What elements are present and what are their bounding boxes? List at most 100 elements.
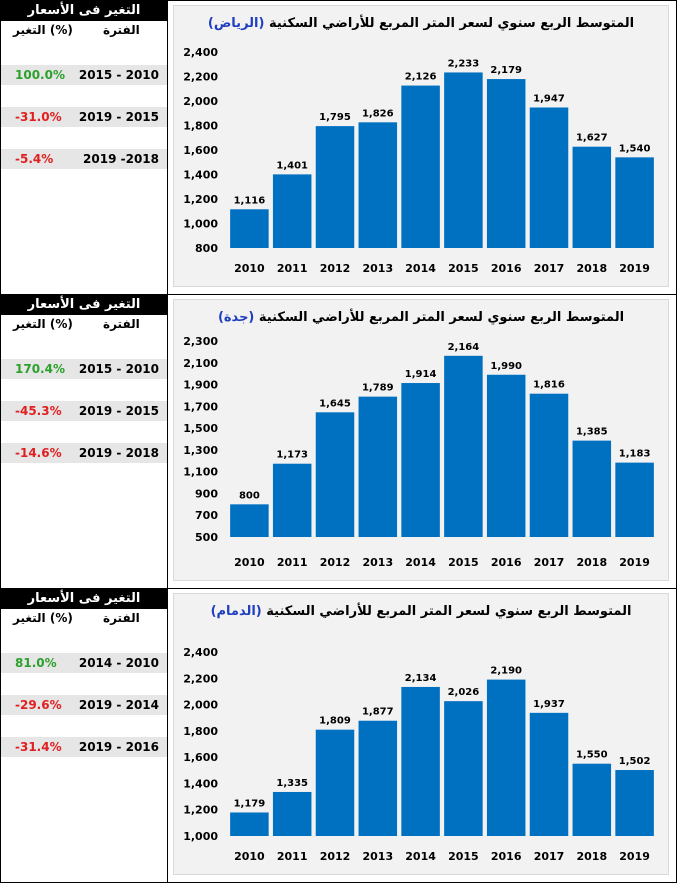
- change-period: 2019 - 2018: [78, 446, 159, 460]
- change-percent: -31.4%: [15, 740, 62, 754]
- data-label: 1,502: [619, 756, 651, 767]
- bar: [315, 412, 355, 537]
- x-tick-label: 2013: [362, 262, 393, 275]
- x-tick-label: 2017: [534, 556, 565, 569]
- x-tick-label: 2012: [320, 850, 351, 863]
- x-tick-label: 2011: [277, 850, 308, 863]
- bar: [272, 791, 312, 836]
- y-tick-label: 2,300: [183, 335, 218, 348]
- y-tick-label: 1,300: [183, 444, 218, 457]
- x-tick-label: 2012: [320, 556, 351, 569]
- chart-title-main: المتوسط الربع سنوي لسعر المتر المربع للأ…: [268, 16, 635, 31]
- x-tick-label: 2013: [362, 556, 393, 569]
- x-tick-label: 2018: [576, 262, 607, 275]
- change-period: 2015 - 2010: [78, 362, 159, 376]
- change-row: 170.4% 2015 - 2010: [1, 359, 167, 379]
- change-percent: -14.6%: [15, 446, 62, 460]
- x-tick-label: 2016: [491, 850, 522, 863]
- bar: [401, 686, 440, 836]
- y-tick-label: 2,400: [183, 46, 218, 59]
- price-change-panel: التغير فى الأسعار التغير (%) الفترة 170.…: [1, 295, 168, 588]
- data-label: 1,335: [276, 778, 308, 789]
- bar: [486, 679, 526, 836]
- chart-title-main: المتوسط الربع سنوي لسعر المتر المربع للأ…: [258, 310, 625, 325]
- change-row: -14.6% 2019 - 2018: [1, 443, 167, 463]
- change-percent: -29.6%: [15, 698, 62, 712]
- bar-chart: 1,000 1,200 1,400 1,600 1,800 2,000 2,200 2,400…: [183, 646, 654, 863]
- x-tick-label: 2014: [405, 850, 436, 863]
- x-tick-label: 2017: [534, 850, 565, 863]
- col-period-header: الفترة: [103, 23, 140, 37]
- col-change-header: التغير (%): [13, 317, 73, 331]
- bar: [529, 393, 569, 537]
- y-tick-label: 1,200: [183, 193, 218, 206]
- y-tick-label: 1,500: [183, 422, 218, 435]
- x-tick-label: 2011: [277, 262, 308, 275]
- x-tick-label: 2013: [362, 850, 393, 863]
- change-row: 100.0% 2015 - 2010: [1, 65, 167, 85]
- riyadh-section: التغير فى الأسعار التغير (%) الفترة 100.…: [0, 0, 677, 295]
- data-label: 2,164: [448, 342, 480, 353]
- bar: [486, 79, 526, 248]
- data-label: 800: [239, 490, 260, 501]
- panel-title: التغير فى الأسعار: [1, 1, 167, 21]
- bar: [529, 107, 569, 249]
- price-change-panel: التغير فى الأسعار التغير (%) الفترة 81.0…: [1, 589, 168, 882]
- bar-chart: 500 700 900 1,100 1,300 1,500 1,700 1,900 2,100 2…: [183, 335, 654, 569]
- bar: [572, 440, 612, 537]
- bar: [486, 374, 526, 537]
- y-tick-label: 1,600: [183, 144, 218, 157]
- price-change-panel: التغير فى الأسعار التغير (%) الفترة 100.…: [1, 1, 168, 294]
- change-percent: -31.0%: [15, 110, 62, 124]
- bar: [358, 720, 398, 836]
- y-tick-label: 700: [195, 509, 218, 522]
- bar: [572, 763, 612, 836]
- chart-title-city: (الرياض): [207, 16, 265, 31]
- bar: [444, 701, 483, 836]
- bar: [615, 770, 654, 836]
- y-tick-label: 1,000: [183, 218, 218, 231]
- change-percent: 81.0%: [15, 656, 57, 670]
- x-tick-label: 2018: [576, 556, 607, 569]
- col-change-header: التغير (%): [13, 611, 73, 625]
- bar: [444, 355, 483, 537]
- x-tick-label: 2015: [448, 262, 479, 275]
- y-tick-label: 900: [195, 487, 218, 500]
- chart-panel: المتوسط الربع سنوي لسعر المتر المربع للأ…: [173, 5, 669, 287]
- change-row: -45.3% 2019 - 2015: [1, 401, 167, 421]
- data-label: 2,134: [405, 673, 437, 684]
- x-tick-label: 2010: [234, 850, 265, 863]
- col-period-header: الفترة: [103, 317, 140, 331]
- data-label: 1,877: [362, 707, 394, 718]
- data-label: 1,826: [362, 108, 394, 119]
- data-label: 1,990: [490, 361, 522, 372]
- data-label: 1,183: [619, 449, 651, 460]
- chart-panel: المتوسط الربع سنوي لسعر المتر المربع للأ…: [173, 299, 669, 581]
- change-percent: 170.4%: [15, 362, 65, 376]
- panel-title: التغير فى الأسعار: [1, 589, 167, 609]
- bar: [358, 122, 398, 248]
- y-tick-label: 1,900: [183, 379, 218, 392]
- change-row: -31.4% 2019 - 2016: [1, 737, 167, 757]
- data-label: 1,795: [319, 112, 351, 123]
- col-change-header: التغير (%): [13, 23, 73, 37]
- y-tick-label: 1,100: [183, 466, 218, 479]
- change-period: 2019 - 2015: [78, 110, 159, 124]
- y-tick-label: 2,200: [183, 71, 218, 84]
- data-label: 2,179: [490, 65, 522, 76]
- x-tick-label: 2019: [619, 556, 650, 569]
- x-tick-label: 2019: [619, 262, 650, 275]
- y-tick-label: 2,400: [183, 646, 218, 659]
- data-label: 2,190: [490, 666, 522, 677]
- data-label: 1,540: [619, 143, 651, 154]
- x-tick-label: 2010: [234, 556, 265, 569]
- y-tick-label: 1,800: [183, 725, 218, 738]
- x-tick-label: 2016: [491, 262, 522, 275]
- change-row: -5.4% 2019 -2018: [1, 149, 167, 169]
- bar: [358, 396, 398, 537]
- chart-title-main: المتوسط الربع سنوي لسعر المتر المربع للأ…: [266, 604, 632, 619]
- y-tick-label: 2,100: [183, 357, 218, 370]
- y-tick-label: 1,700: [183, 400, 218, 413]
- bar: [315, 729, 355, 836]
- y-tick-label: 2,000: [183, 699, 218, 712]
